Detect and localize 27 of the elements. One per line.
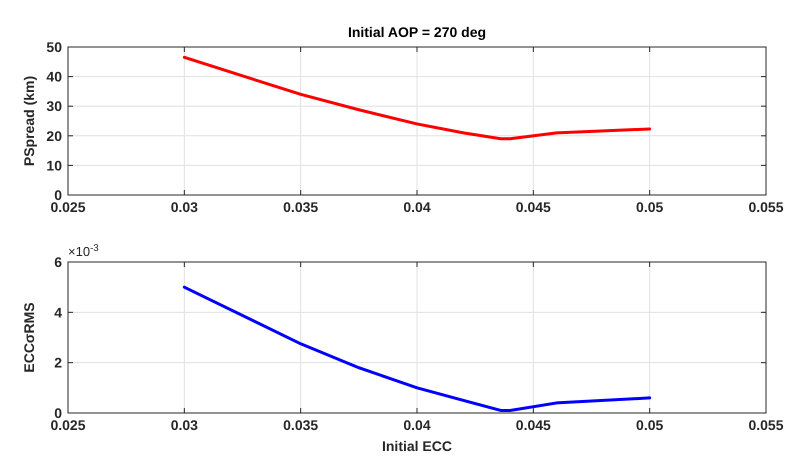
y-tick-label: 10 <box>46 157 62 174</box>
x-tick-label: 0.035 <box>283 199 318 215</box>
x-tick-label: 0.03 <box>170 199 198 215</box>
x-tick-label: 0.045 <box>516 199 552 215</box>
x-tick-label: 0.055 <box>748 417 784 433</box>
y-tick-label: 30 <box>46 98 62 114</box>
line-series <box>182 286 652 412</box>
y-tick-label: 50 <box>46 39 62 55</box>
x-tick-label: 0.035 <box>283 417 318 433</box>
x-tick-label: 0.05 <box>636 199 664 215</box>
y-axis-title: ECCσRMS <box>21 302 37 373</box>
text: ×10$^{-3}$ <box>68 242 99 259</box>
x-tick-label: 0.055 <box>748 199 784 215</box>
line-series <box>182 56 652 140</box>
x-tick-label: 0.04 <box>403 199 431 215</box>
y-tick-label: 2 <box>54 354 62 371</box>
x-tick-label: 0.05 <box>636 417 664 433</box>
x-axis-title: Initial ECC <box>382 438 452 454</box>
y-tick-label: 4 <box>54 304 62 320</box>
chart-title: Initial AOP = 270 deg <box>348 24 486 40</box>
y-tick-label: 40 <box>46 68 62 85</box>
x-tick-label: 0.04 <box>403 417 431 433</box>
y-tick-label: 20 <box>46 128 62 144</box>
x-tick-label: 0.045 <box>516 417 552 433</box>
y-tick-label: 6 <box>54 254 62 270</box>
x-tick-label: 0.03 <box>170 417 198 433</box>
y-axis-title: PSpread (km) <box>21 76 37 166</box>
